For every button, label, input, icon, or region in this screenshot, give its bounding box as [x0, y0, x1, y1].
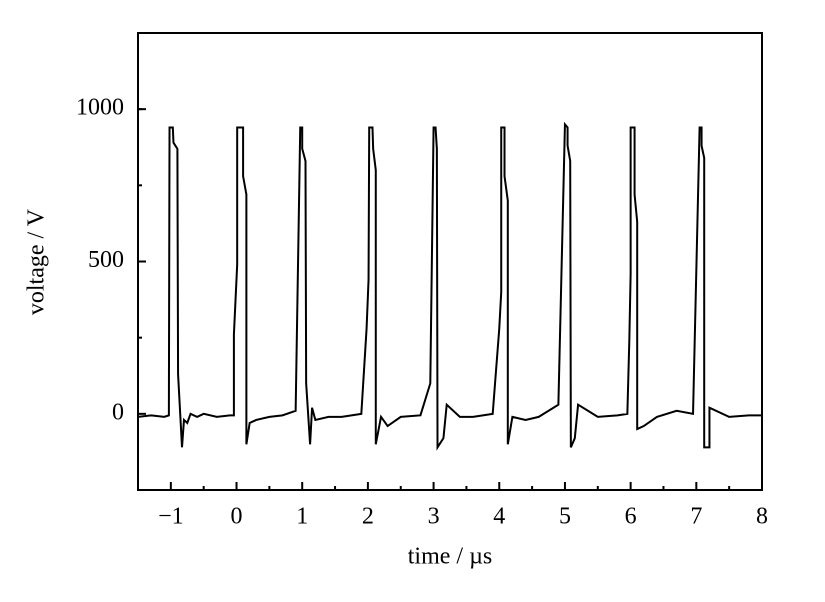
- x-tick-label: 4: [493, 504, 505, 530]
- y-tick-label: 0: [112, 399, 124, 425]
- y-tick-label: 500: [88, 247, 124, 273]
- x-tick-label: 7: [690, 504, 702, 530]
- x-tick-label: 0: [231, 504, 243, 530]
- x-tick-label: 8: [756, 504, 768, 530]
- plot-frame: [137, 32, 763, 491]
- x-tick-label: 2: [362, 504, 374, 530]
- x-tick-label: −1: [158, 504, 184, 530]
- x-axis-label: time / µs: [408, 544, 493, 570]
- x-tick-label: 6: [625, 504, 637, 530]
- y-tick-label: 1000: [76, 95, 124, 121]
- x-tick-label: 3: [428, 504, 440, 530]
- x-tick-label: 1: [296, 504, 308, 530]
- x-tick-label: 5: [559, 504, 571, 530]
- y-axis-label: voltage / V: [24, 208, 50, 315]
- data-line: [137, 121, 762, 451]
